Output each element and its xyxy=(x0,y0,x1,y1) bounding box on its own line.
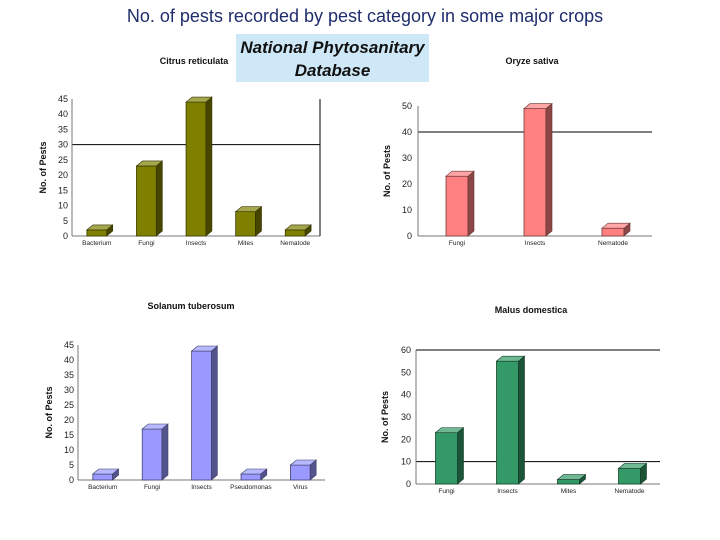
chart-title: Solanum tuberosum xyxy=(147,301,234,311)
y-tick-label: 30 xyxy=(401,412,411,422)
y-tick-label: 10 xyxy=(401,457,411,467)
y-tick-label: 10 xyxy=(402,205,412,215)
bar-virus xyxy=(289,459,318,481)
y-tick-label: 35 xyxy=(64,370,74,380)
y-tick-label: 50 xyxy=(401,367,411,377)
y-tick-label: 35 xyxy=(58,124,68,134)
y-tick-label: 10 xyxy=(58,201,68,211)
bar-mites xyxy=(556,473,587,485)
y-tick-label: 0 xyxy=(63,231,68,241)
y-tick-label: 45 xyxy=(58,94,68,104)
bar-insects xyxy=(185,96,213,237)
y-tick-label: 30 xyxy=(64,385,74,395)
bar-bacterium xyxy=(91,468,120,481)
x-tick-label: Nematode xyxy=(280,240,310,247)
y-tick-label: 40 xyxy=(58,109,68,119)
y-tick-label: 40 xyxy=(401,390,411,400)
y-axis-label: No. of Pests xyxy=(382,145,392,197)
y-tick-label: 15 xyxy=(58,185,68,195)
bar-insects xyxy=(495,355,526,485)
chart-title: Citrus reticulata xyxy=(160,56,230,66)
x-tick-label: Virus xyxy=(293,484,308,491)
y-tick-label: 30 xyxy=(58,140,68,150)
y-tick-label: 45 xyxy=(64,340,74,350)
x-tick-label: Fungi xyxy=(138,240,154,247)
y-tick-label: 20 xyxy=(402,179,412,189)
bar-fungi xyxy=(141,423,169,481)
x-tick-label: Pseudomonas xyxy=(230,484,272,491)
bar-mites xyxy=(234,206,263,237)
y-tick-label: 20 xyxy=(58,170,68,180)
y-tick-label: 60 xyxy=(401,345,411,355)
x-tick-label: Mites xyxy=(561,488,577,495)
chart-citrus-reticulata: Citrus reticulata No. of Pests 0 5 10 15 20 25 3… xyxy=(38,56,321,247)
x-tick-label: Bacterium xyxy=(88,484,117,491)
y-tick-label: 5 xyxy=(63,216,68,226)
x-tick-label: Nematode xyxy=(615,488,645,495)
chart-title: Oryze sativa xyxy=(505,56,559,66)
chart-oryze-sativa: Oryze sativa No. of Pests 0 10 20 30 40 50 Fungi… xyxy=(382,56,652,247)
bar-nematode xyxy=(284,224,312,237)
y-axis-label: No. of Pests xyxy=(44,386,54,438)
x-tick-label: Insects xyxy=(191,484,212,491)
x-tick-label: Insects xyxy=(497,488,518,495)
y-tick-label: 40 xyxy=(64,355,74,365)
y-tick-label: 25 xyxy=(64,400,74,410)
x-tick-label: Insects xyxy=(186,240,207,247)
y-tick-label: 50 xyxy=(402,101,412,111)
source-box: National Phytosanitary Database xyxy=(236,34,429,82)
x-tick-label: Nematode xyxy=(598,240,628,247)
x-tick-label: Fungi xyxy=(144,484,160,491)
y-tick-label: 30 xyxy=(402,153,412,163)
x-tick-label: Fungi xyxy=(449,240,465,247)
bar-fungi xyxy=(434,426,465,485)
bar-fungi xyxy=(445,170,475,237)
bar-insects xyxy=(190,345,219,481)
y-tick-label: 0 xyxy=(406,479,411,489)
bar-nematode xyxy=(601,222,631,237)
y-tick-label: 10 xyxy=(64,445,74,455)
y-tick-label: 5 xyxy=(69,460,74,470)
y-axis-label: No. of Pests xyxy=(380,391,390,443)
bar-bacterium xyxy=(86,224,114,237)
slide-title: No. of pests recorded by pest category i… xyxy=(126,6,604,26)
x-tick-label: Fungi xyxy=(438,488,454,495)
bar-pseudomonas xyxy=(240,468,268,481)
y-tick-label: 20 xyxy=(64,415,74,425)
y-tick-label: 20 xyxy=(401,434,411,444)
y-tick-label: 15 xyxy=(64,430,74,440)
x-tick-label: Insects xyxy=(525,240,546,247)
chart-solanum-tuberosum: Solanum tuberosum No. of Pests 0 5 10 15 20 25 3… xyxy=(44,301,325,491)
x-tick-label: Bacterium xyxy=(82,240,111,247)
bar-nematode xyxy=(617,462,648,485)
x-tick-label: Mites xyxy=(238,240,254,247)
y-tick-label: 40 xyxy=(402,127,412,137)
y-tick-label: 0 xyxy=(407,231,412,241)
bar-fungi xyxy=(135,160,164,237)
y-axis-label: No. of Pests xyxy=(38,141,48,193)
y-tick-label: 25 xyxy=(58,155,68,165)
bar-insects xyxy=(523,102,553,237)
y-tick-label: 0 xyxy=(69,475,74,485)
chart-title: Malus domestica xyxy=(495,305,569,315)
chart-malus-domestica: Malus domestica No. of Pests 0 10 20 30 40 50 60… xyxy=(380,305,660,495)
